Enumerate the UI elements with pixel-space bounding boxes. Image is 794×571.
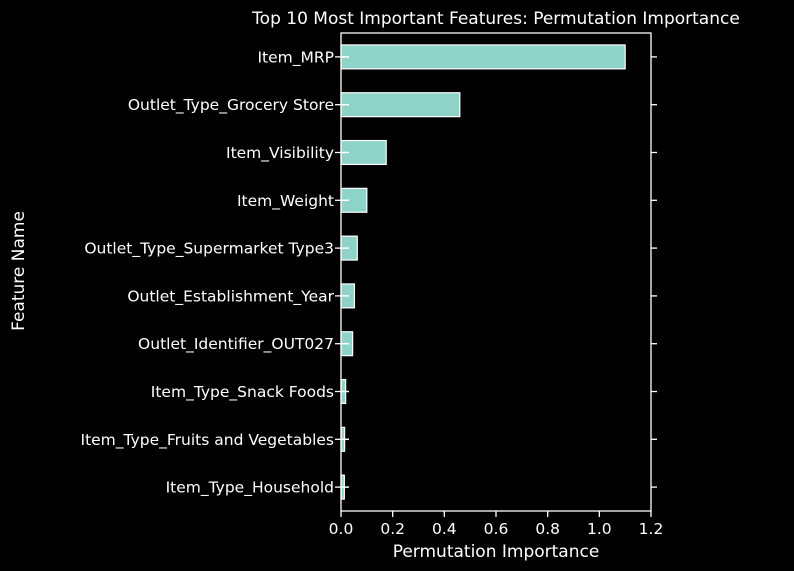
y-tick-label-item-visibility: Item_Visibility [226,144,334,163]
x-tick-label-2: 0.4 [432,520,457,538]
y-tick-label-item-type-household: Item_Type_Household [166,479,334,498]
y-tick-label-outlet-type-supermarket-type3: Outlet_Type_Supermarket Type3 [84,240,334,259]
x-tick-label-1: 0.2 [380,520,405,538]
y-tick-label-item-weight: Item_Weight [237,192,334,211]
x-tick-label-6: 1.2 [639,520,664,538]
x-tick-label-4: 0.8 [535,520,560,538]
x-ticks-group: 0.0 0.2 0.4 0.6 0.8 1.0 1.2 [329,511,664,538]
x-tick-label-0: 0.0 [329,520,354,538]
plot-frame [340,32,652,512]
y-tick-label-outlet-establishment-year: Outlet_Establishment_Year [127,287,334,306]
x-axis-label: Permutation Importance [393,542,600,562]
bars-group [340,44,626,500]
y-tick-label-item-type-fruits-and-vegetables: Item_Type_Fruits and Vegetables [81,431,335,450]
y-tick-label-item-type-snack-foods: Item_Type_Snack Foods [151,383,334,402]
bar-item-mrp [340,44,626,70]
chart-title: Top 10 Most Important Features: Permutat… [251,9,740,29]
x-tick-label-3: 0.6 [484,520,509,538]
y-axis-label: Feature Name [9,211,29,331]
x-tick-label-5: 1.0 [587,520,612,538]
y-ticks-group: Item_MRP Outlet_Type_Grocery Store Item_Vi… [81,48,657,498]
y-tick-label-item-mrp: Item_MRP [257,48,334,67]
bar-outlet-type-grocery-store [340,92,461,118]
y-tick-label-outlet-identifier-out027: Outlet_Identifier_OUT027 [138,335,334,354]
y-tick-label-outlet-type-grocery-store: Outlet_Type_Grocery Store [128,96,334,115]
